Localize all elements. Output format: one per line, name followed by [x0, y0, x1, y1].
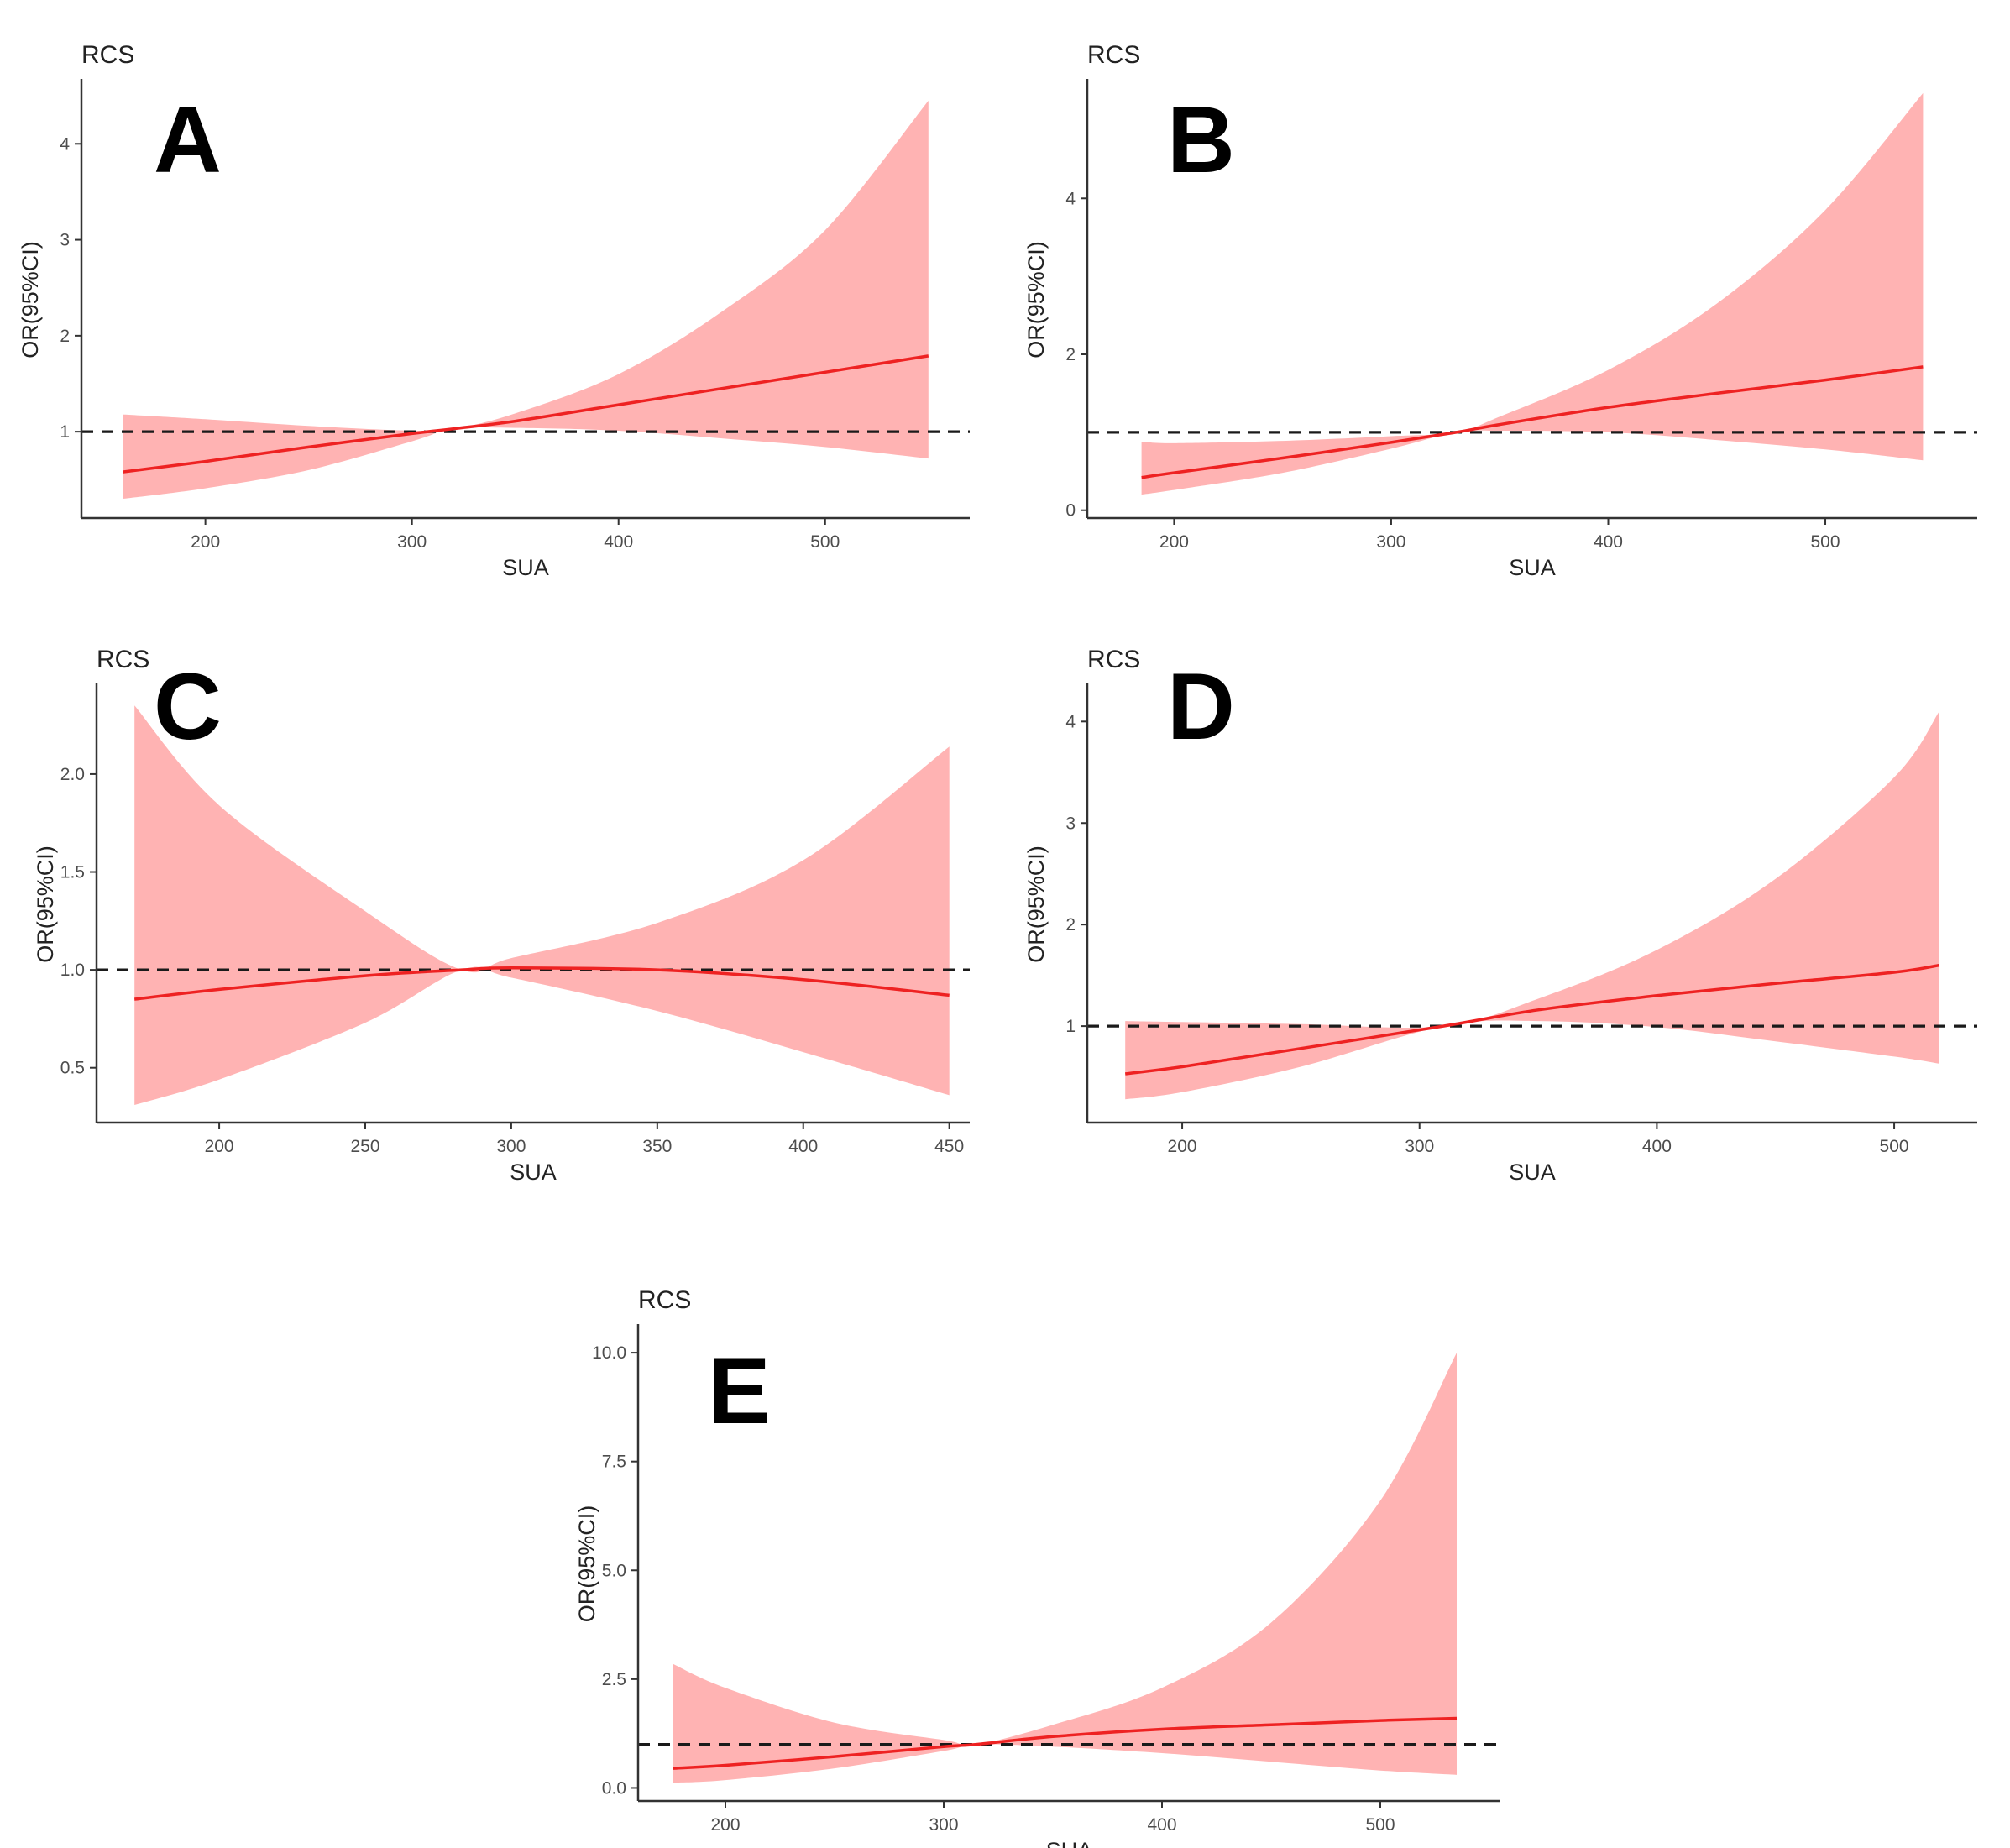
y-tick-label: 1	[1065, 1017, 1076, 1036]
ci-band-a	[123, 100, 929, 500]
x-tick-label: 400	[1642, 1137, 1672, 1156]
panel-c: 200 250 300 350 400 450 0.5 1.0 1.5 2.0 SUA OR(95%C…	[33, 646, 970, 1185]
x-tick-label: 500	[810, 532, 840, 552]
panel-b: 200 300 400 500 0 2 4 SUA OR(95%CI) RCS B	[1023, 41, 1977, 580]
panel-letter: B	[1167, 87, 1235, 192]
y-axis-title: OR(95%CI)	[1023, 241, 1049, 359]
ci-band-e	[673, 1353, 1457, 1783]
y-tick-label: 0.5	[60, 1059, 85, 1078]
y-tick-label: 4	[60, 134, 70, 154]
y-tick-label: 0	[1065, 501, 1076, 521]
y-axis-title: OR(95%CI)	[18, 241, 43, 359]
x-tick-label: 250	[350, 1137, 379, 1156]
x-axis-title: SUA	[1509, 1160, 1556, 1185]
x-tick-label: 400	[1594, 532, 1623, 552]
ci-band-c	[134, 705, 950, 1105]
panel-e: 200 300 400 500 0.0 2.5 5.0 7.5 10.0 SUA OR(95%CI)…	[574, 1286, 1500, 1848]
or-line-e	[673, 1716, 1458, 1770]
y-tick-label: 2.5	[602, 1670, 626, 1689]
x-tick-label: 400	[1147, 1815, 1176, 1835]
x-axis-title: SUA	[502, 555, 549, 580]
y-tick-label: 1	[60, 422, 70, 442]
x-tick-label: 400	[604, 532, 633, 552]
panel-letter: C	[154, 654, 222, 759]
y-tick-label: 1.5	[60, 863, 85, 882]
panel-d: 200 300 400 500 1 2 3 4 SUA OR(95%CI) RCS D	[1023, 646, 1977, 1185]
y-axis-title: OR(95%CI)	[1023, 845, 1049, 963]
y-tick-label: 2	[1065, 345, 1076, 364]
x-axis-title: SUA	[510, 1160, 557, 1185]
x-tick-label: 300	[1376, 532, 1405, 552]
y-tick-label: 4	[1065, 189, 1076, 208]
or-line-d	[1124, 963, 1940, 1076]
x-tick-label: 200	[191, 532, 220, 552]
y-tick-label: 2	[1065, 915, 1076, 934]
y-tick-label: 0.0	[602, 1778, 626, 1798]
or-line-c	[134, 966, 950, 1001]
x-tick-label: 200	[1159, 532, 1189, 552]
y-tick-label: 7.5	[602, 1453, 626, 1472]
x-tick-label: 500	[1811, 532, 1840, 552]
y-tick-label: 10.0	[592, 1343, 626, 1363]
panel-a: 200 300 400 500 1 2 3 4 SUA OR(95%CI) RCS A	[18, 41, 970, 580]
x-tick-label: 300	[496, 1137, 526, 1156]
y-axis-title: OR(95%CI)	[33, 845, 58, 963]
x-tick-label: 450	[934, 1137, 964, 1156]
x-tick-label: 200	[1168, 1137, 1197, 1156]
y-tick-label: 1.0	[60, 961, 85, 980]
ci-band-b	[1141, 92, 1924, 495]
panel-title: RCS	[81, 41, 134, 69]
x-tick-label: 300	[929, 1815, 958, 1835]
x-tick-label: 400	[788, 1137, 818, 1156]
panel-title: RCS	[97, 646, 149, 673]
panel-letter: A	[154, 87, 222, 192]
ci-band-d	[1125, 711, 1939, 1100]
x-axis-title: SUA	[1046, 1838, 1093, 1848]
x-tick-label: 200	[710, 1815, 740, 1835]
y-tick-label: 5.0	[602, 1561, 626, 1580]
x-tick-label: 300	[397, 532, 427, 552]
y-tick-label: 3	[60, 231, 70, 250]
x-tick-label: 350	[642, 1137, 672, 1156]
y-tick-label: 2.0	[60, 765, 85, 784]
y-tick-label: 3	[1065, 814, 1076, 833]
panel-title: RCS	[1087, 646, 1140, 673]
x-tick-label: 200	[205, 1137, 234, 1156]
or-line-b	[1141, 365, 1924, 479]
panel-letter: D	[1167, 654, 1235, 759]
y-tick-label: 2	[60, 327, 70, 346]
x-tick-label: 500	[1365, 1815, 1395, 1835]
or-line-a	[122, 354, 929, 474]
panel-title: RCS	[638, 1286, 691, 1314]
panel-letter: E	[708, 1338, 771, 1443]
y-tick-label: 4	[1065, 712, 1076, 731]
panel-title: RCS	[1087, 41, 1140, 69]
x-tick-label: 300	[1405, 1137, 1434, 1156]
y-axis-title: OR(95%CI)	[574, 1505, 599, 1623]
x-tick-label: 500	[1880, 1137, 1909, 1156]
x-axis-title: SUA	[1509, 555, 1556, 580]
